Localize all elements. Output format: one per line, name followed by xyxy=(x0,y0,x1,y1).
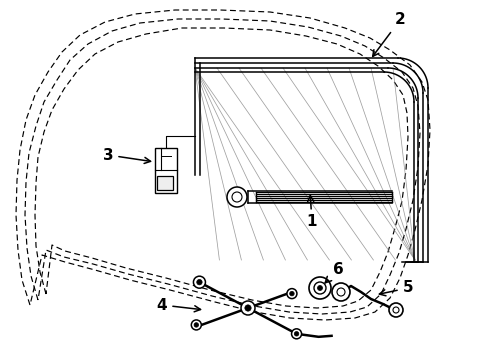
Circle shape xyxy=(287,289,297,298)
Circle shape xyxy=(194,276,205,288)
Bar xyxy=(155,148,177,193)
Text: 4: 4 xyxy=(157,297,200,312)
Circle shape xyxy=(389,303,403,317)
Text: 6: 6 xyxy=(325,262,343,283)
Bar xyxy=(157,176,173,190)
Circle shape xyxy=(332,283,350,301)
Circle shape xyxy=(292,329,301,339)
Text: 1: 1 xyxy=(307,195,317,230)
Circle shape xyxy=(245,305,251,311)
Text: 2: 2 xyxy=(373,13,405,57)
Circle shape xyxy=(197,279,202,285)
Circle shape xyxy=(314,282,326,294)
Circle shape xyxy=(290,291,294,296)
Text: 5: 5 xyxy=(379,280,413,296)
Circle shape xyxy=(294,332,299,336)
Circle shape xyxy=(191,320,201,330)
Text: 3: 3 xyxy=(103,148,150,163)
Circle shape xyxy=(194,323,198,327)
Circle shape xyxy=(227,187,247,207)
Circle shape xyxy=(318,285,322,291)
Circle shape xyxy=(241,301,255,315)
Circle shape xyxy=(309,277,331,299)
